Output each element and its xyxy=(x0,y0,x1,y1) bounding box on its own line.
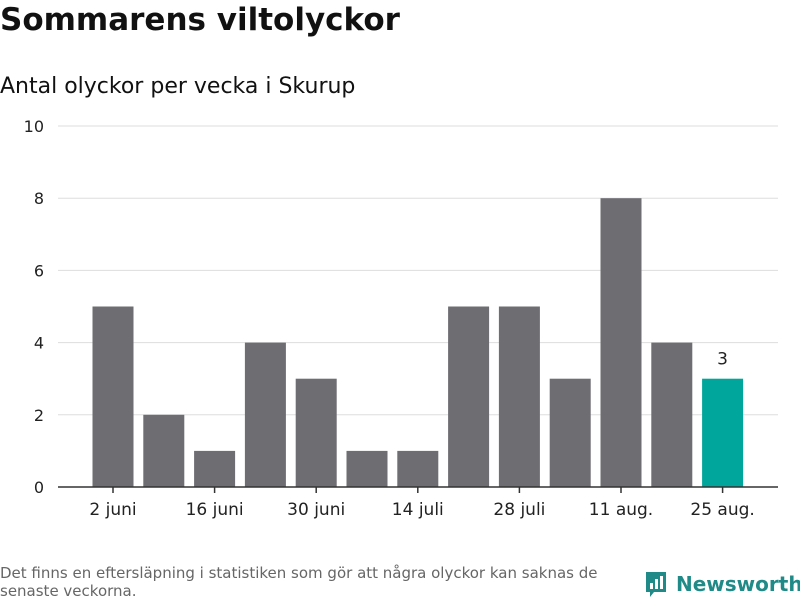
data-label: 3 xyxy=(717,350,728,370)
bar xyxy=(448,306,490,487)
x-tick-label: 11 aug. xyxy=(589,500,653,520)
chart-title: Sommarens viltolyckor xyxy=(0,2,400,38)
chart-subtitle: Antal olyckor per vecka i Skurup xyxy=(0,74,356,99)
axis-layer xyxy=(58,486,778,493)
bar xyxy=(143,414,185,487)
bar xyxy=(92,306,134,487)
brand: Newsworthy xyxy=(644,570,800,598)
bar-highlight xyxy=(702,378,744,487)
x-tick-label: 30 juni xyxy=(287,500,345,520)
y-tick-label: 2 xyxy=(34,406,44,425)
bar xyxy=(244,342,286,487)
x-tick-label: 2 juni xyxy=(89,500,136,520)
x-tick-label: 14 juli xyxy=(392,500,444,520)
bar xyxy=(397,450,439,487)
brand-name: Newsworthy xyxy=(676,572,800,596)
bar xyxy=(194,450,236,487)
y-tick-label: 10 xyxy=(24,117,44,136)
footnote: Det finns en eftersläpning i statistiken… xyxy=(0,564,598,600)
x-tick-label: 28 juli xyxy=(493,500,545,520)
bar xyxy=(346,450,388,487)
y-tick-label: 8 xyxy=(34,189,44,208)
y-tick-label: 0 xyxy=(34,478,44,497)
bar xyxy=(549,378,591,487)
bar-chart: 0 2 4 6 8 10 3 2 juni 16 juni 30 juni 14 juli 28 ju… xyxy=(24,117,778,520)
bar xyxy=(600,198,642,487)
label-layer: 0 2 4 6 8 10 3 2 juni 16 juni 30 juni 14 juli 28 ju… xyxy=(24,117,755,520)
newsworthy-logo-icon xyxy=(646,572,666,597)
bar xyxy=(651,342,693,487)
x-tick-label: 25 aug. xyxy=(690,500,754,520)
bar-layer xyxy=(92,198,744,487)
y-tick-label: 4 xyxy=(34,334,44,353)
x-tick-label: 16 juni xyxy=(186,500,244,520)
bar xyxy=(295,378,337,487)
bar xyxy=(498,306,540,487)
y-tick-label: 6 xyxy=(34,261,44,280)
